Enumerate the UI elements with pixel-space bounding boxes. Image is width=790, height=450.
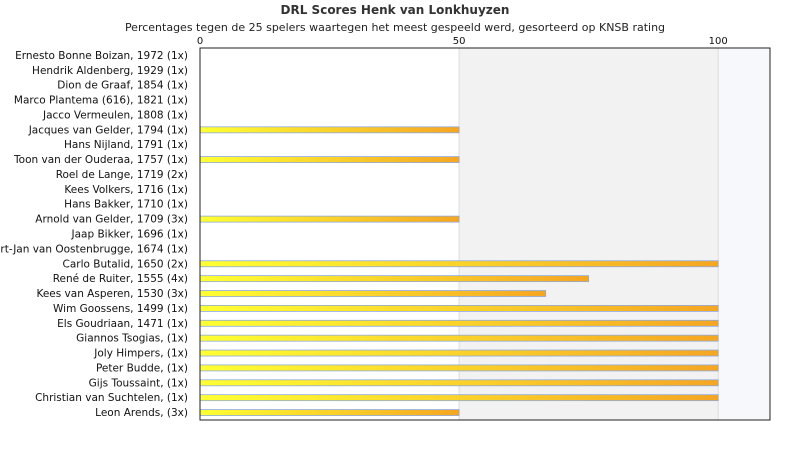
category-label: Kees van Asperen, 1530 (3x) [36, 288, 188, 300]
x-tick-label: 100 [709, 36, 728, 47]
category-label: René de Ruiter, 1555 (4x) [53, 273, 188, 285]
bar [199, 379, 719, 387]
category-label: Carlo Butalid, 1650 (2x) [63, 258, 189, 270]
bar [199, 334, 719, 342]
category-label: Gijs Toussaint, (1x) [89, 377, 188, 389]
bar [199, 409, 460, 416]
background-band [718, 48, 770, 420]
category-label: Leon Arends, (3x) [95, 407, 188, 419]
background-band [459, 48, 719, 420]
bar [199, 319, 719, 327]
category-label: Jacco Vermeulen, 1808 (1x) [42, 109, 188, 121]
category-label: Roel de Lange, 1719 (2x) [56, 169, 188, 181]
bar [199, 349, 719, 357]
category-label: Peter Budde, (1x) [96, 362, 188, 374]
bar [199, 394, 719, 402]
category-label: Wim Goossens, 1499 (1x) [53, 303, 188, 315]
category-label: Toon van der Ouderaa, 1757 (1x) [13, 154, 188, 166]
bar [199, 260, 719, 268]
bar [199, 215, 460, 223]
category-label: Jaap Bikker, 1696 (1x) [71, 229, 188, 241]
bar [199, 304, 719, 312]
bar [199, 126, 460, 134]
category-label: Hendrik Aldenberg, 1929 (1x) [32, 65, 188, 77]
bar [199, 364, 719, 372]
category-label: Hans Nijland, 1791 (1x) [64, 139, 188, 151]
bar [199, 156, 460, 164]
category-label: Kees Volkers, 1716 (1x) [64, 184, 188, 196]
bar [199, 275, 590, 283]
category-label: Giannos Tsogias, (1x) [76, 333, 188, 345]
category-label: Arnold van Gelder, 1709 (3x) [35, 214, 188, 226]
category-label: Christian van Suchtelen, (1x) [35, 392, 188, 404]
category-label: Marco Plantema (616), 1821 (1x) [14, 95, 188, 107]
category-label: Dion de Graaf, 1854 (1x) [57, 80, 188, 92]
category-label: Ernesto Bonne Boizan, 1972 (1x) [15, 50, 188, 62]
chart-title: DRL Scores Henk van Lonkhuyzen [281, 3, 510, 17]
x-tick-label: 0 [197, 36, 203, 47]
background-band [200, 48, 460, 420]
x-tick-label: 50 [453, 36, 466, 47]
bar [199, 290, 547, 297]
chart-subtitle: Percentages tegen de 25 spelers waartege… [125, 21, 665, 34]
category-label: Joly Himpers, (1x) [93, 348, 188, 360]
category-label: Els Goudriaan, 1471 (1x) [57, 318, 188, 330]
category-label: Hans Bakker, 1710 (1x) [64, 199, 188, 211]
category-label: Jacques van Gelder, 1794 (1x) [28, 124, 188, 136]
category-label: Bert-Jan van Oostenbrugge, 1674 (1x) [0, 243, 188, 255]
plot-area-border [199, 47, 771, 421]
